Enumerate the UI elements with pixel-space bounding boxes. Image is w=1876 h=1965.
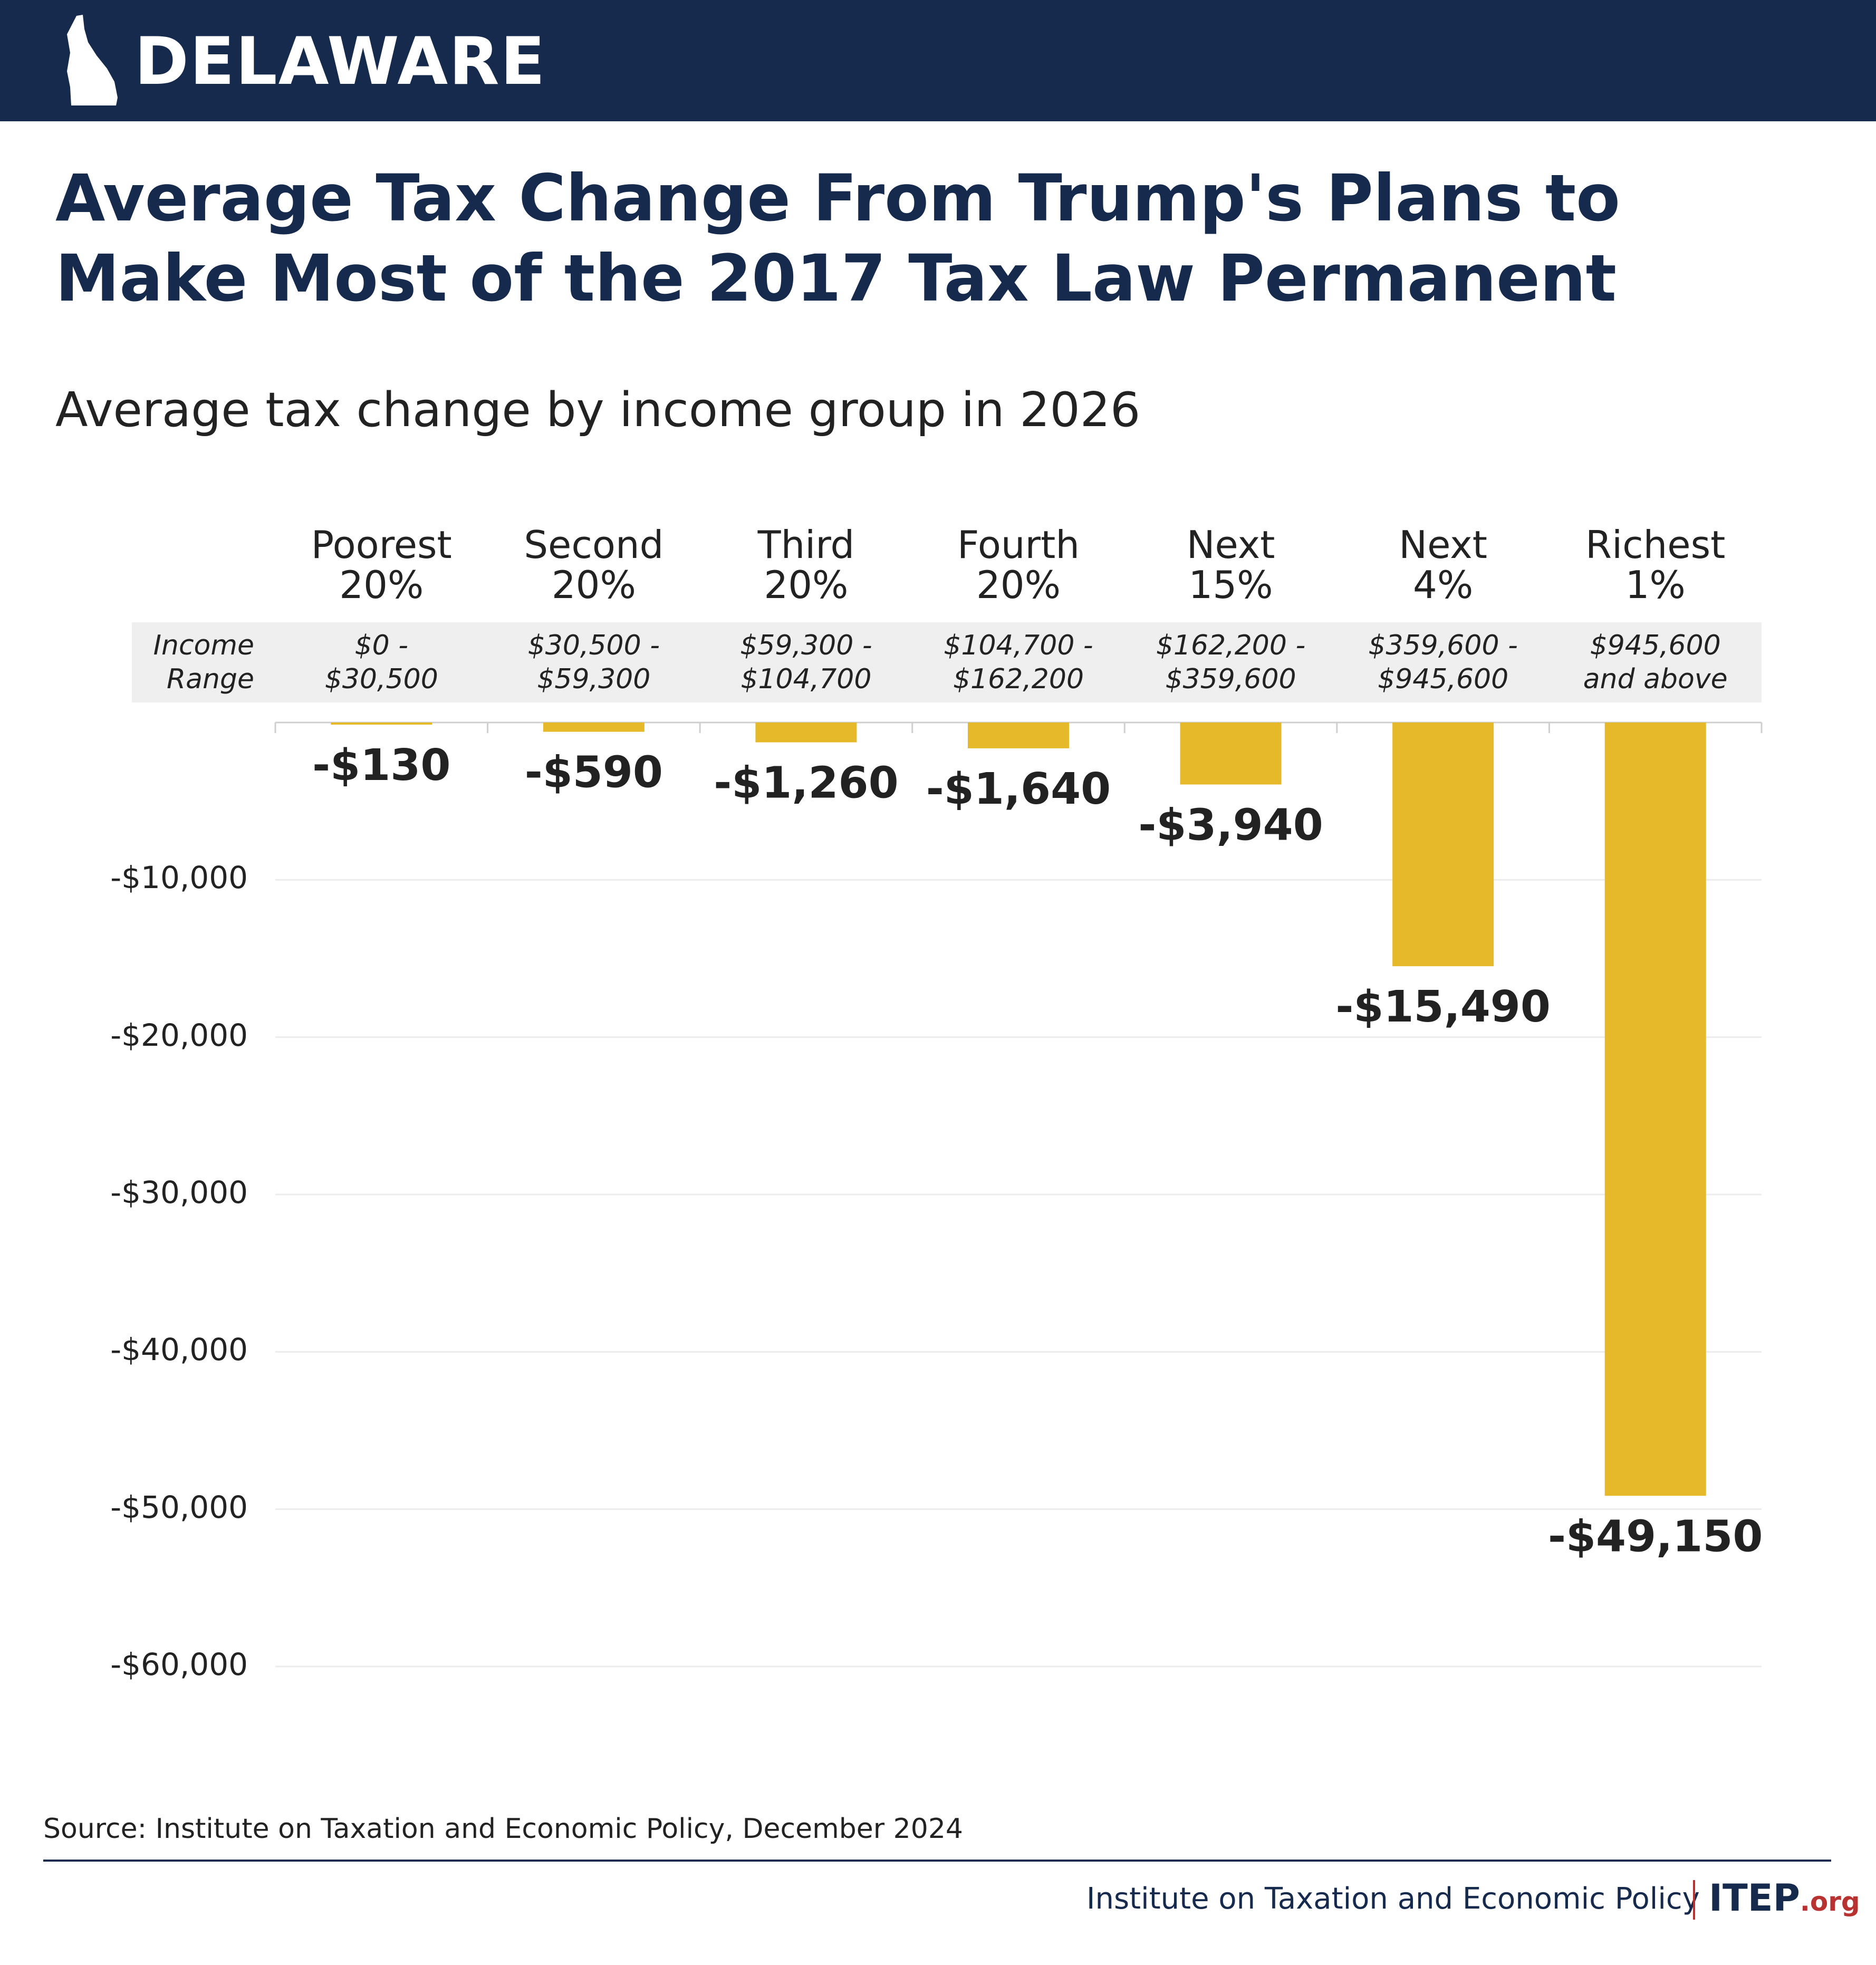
- bar-value-label: -$1,260: [714, 758, 898, 808]
- category-label-line: 20%: [764, 563, 849, 607]
- income-range-label: $0 - $30,500: [276, 629, 487, 696]
- income-range-line: $0 -: [354, 630, 409, 661]
- footer-org-name: Institute on Taxation and Economic Polic…: [1086, 1882, 1700, 1916]
- income-range-line: $945,600: [1590, 630, 1721, 661]
- bar-value-label: -$130: [312, 740, 450, 791]
- income-range-heading: Income Range: [132, 629, 254, 696]
- bar: [755, 723, 857, 743]
- chart-title: Average Tax Change From Trump's Plans to…: [55, 161, 1620, 316]
- y-tick-label: -$40,000: [110, 1332, 248, 1368]
- income-range-line: $359,600 -: [1368, 630, 1518, 661]
- income-range-line: $104,700: [740, 663, 872, 695]
- income-range-label: $359,600 - $945,600: [1338, 629, 1548, 696]
- category-label: Next 15%: [1125, 525, 1336, 605]
- income-range-line: $359,600: [1165, 663, 1296, 695]
- itep-logo-suffix: .org: [1800, 1886, 1860, 1917]
- category-label: Next 4%: [1338, 525, 1548, 605]
- income-range-label: $59,300 - $104,700: [700, 629, 911, 696]
- y-tick-label: -$20,000: [110, 1017, 248, 1053]
- source-note: Source: Institute on Taxation and Econom…: [43, 1813, 963, 1845]
- bar-value-label: -$49,150: [1548, 1511, 1763, 1562]
- income-range-label: $162,200 - $359,600: [1125, 629, 1336, 696]
- income-range-band: [132, 622, 1762, 702]
- category-label-line: Next: [1186, 523, 1275, 567]
- bar-value-label: -$1,640: [926, 764, 1111, 814]
- y-tick-label: -$50,000: [110, 1489, 248, 1525]
- category-label-line: 20%: [551, 563, 636, 607]
- income-range-line: $59,300 -: [740, 630, 872, 661]
- category-label-line: 15%: [1188, 563, 1273, 607]
- income-range-line: $945,600: [1378, 663, 1509, 695]
- category-label: Poorest 20%: [276, 525, 487, 605]
- delaware-state-outline-icon: [67, 15, 118, 105]
- category-label: Richest 1%: [1550, 525, 1761, 605]
- income-range-heading-line: Income: [153, 630, 254, 661]
- category-label-line: 1%: [1625, 563, 1686, 607]
- bar: [1604, 723, 1706, 1496]
- bar: [543, 723, 644, 732]
- income-range-label: $30,500 - $59,300: [488, 629, 699, 696]
- income-range-label: $945,600 and above: [1550, 629, 1761, 696]
- income-range-line: $30,500: [324, 663, 438, 695]
- income-range-line: $162,200: [953, 663, 1084, 695]
- category-label: Fourth 20%: [913, 525, 1124, 605]
- income-range-line: $30,500 -: [527, 630, 660, 661]
- category-label: Third 20%: [700, 525, 911, 605]
- footer-divider-line: [43, 1860, 1831, 1862]
- bar: [1180, 723, 1282, 785]
- income-range-line: $162,200 -: [1156, 630, 1306, 661]
- bar: [1392, 723, 1494, 967]
- income-range-label: $104,700 - $162,200: [913, 629, 1124, 696]
- category-label-line: Third: [757, 523, 855, 567]
- category-label-line: 20%: [976, 563, 1061, 607]
- bar-value-label: -$3,940: [1138, 801, 1323, 851]
- y-tick-label: -$60,000: [110, 1646, 248, 1682]
- state-name: DELAWARE: [134, 24, 546, 100]
- chart-subtitle: Average tax change by income group in 20…: [55, 382, 1141, 438]
- itep-logo-main: ITEP: [1709, 1876, 1800, 1920]
- income-range-heading-line: Range: [167, 663, 254, 695]
- bar-value-label: -$15,490: [1335, 982, 1551, 1032]
- category-label-line: 4%: [1413, 563, 1474, 607]
- category-label-line: 20%: [339, 563, 424, 607]
- header-bar: DELAWARE: [0, 0, 1876, 121]
- bar-value-label: -$590: [525, 748, 663, 798]
- footer-logo-separator: [1693, 1880, 1695, 1920]
- income-range-line: $59,300: [537, 663, 651, 695]
- income-range-line: $104,700 -: [944, 630, 1093, 661]
- category-label-line: Fourth: [957, 523, 1080, 567]
- bar: [331, 723, 432, 725]
- bar: [968, 723, 1069, 748]
- income-range-line: and above: [1583, 663, 1728, 695]
- y-tick-label: -$30,000: [110, 1174, 248, 1210]
- category-label-line: Poorest: [311, 523, 452, 567]
- category-label-line: Second: [524, 523, 664, 567]
- itep-logo: ITEP.org: [1709, 1876, 1860, 1920]
- category-label: Second 20%: [488, 525, 699, 605]
- y-tick-label: -$10,000: [110, 860, 248, 896]
- category-label-line: Next: [1399, 523, 1487, 567]
- category-label-line: Richest: [1585, 523, 1726, 567]
